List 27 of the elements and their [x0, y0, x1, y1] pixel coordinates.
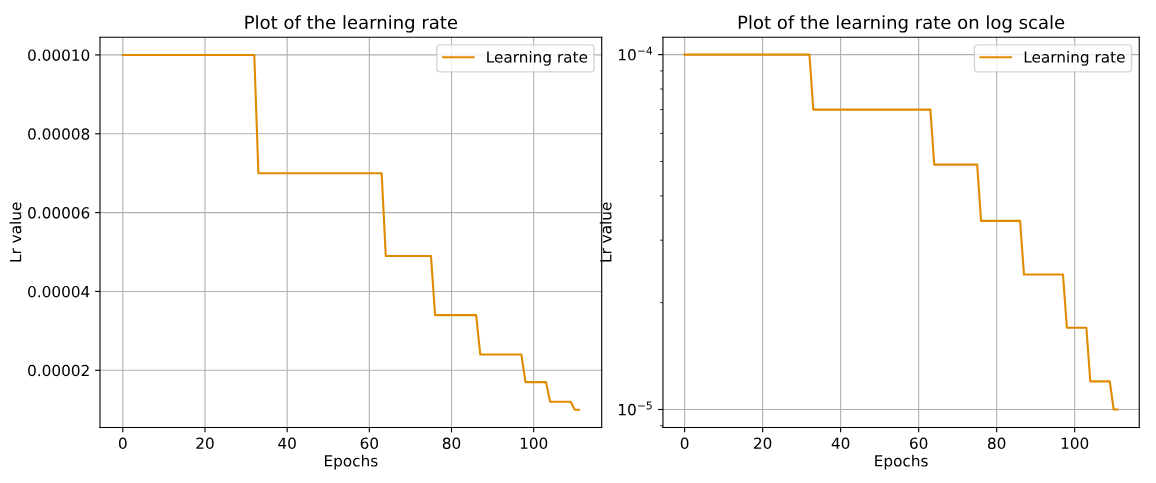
chart-title: Plot of the learning rate	[245, 15, 458, 33]
x-tick-label: 60	[360, 437, 379, 449]
x-tick-label: 80	[442, 437, 461, 449]
x-tick-label: 20	[754, 437, 772, 449]
x-tick-label: 40	[278, 437, 296, 449]
x-tick-label: 40	[831, 437, 850, 449]
y-tick-label: 0.00010	[28, 49, 90, 61]
legend-label: Learning rate	[1024, 50, 1125, 66]
y-tick-label: 10$^{−4}$	[619, 46, 653, 61]
y-axis-title: Lr value	[599, 202, 612, 262]
legend-label: Learning rate	[487, 50, 588, 66]
chart-title: Plot of the learning rate on log scale	[738, 15, 1065, 33]
x-axis-title: Epochs	[875, 454, 928, 470]
x-tick-label: 60	[910, 437, 928, 449]
x-tick-label: 100	[1061, 437, 1089, 449]
y-tick-label: 0.00004	[28, 285, 90, 298]
x-tick-label: 100	[520, 437, 548, 449]
y-tick-label: 0.00008	[28, 128, 90, 140]
x-tick-label: 80	[987, 437, 1006, 449]
y-tick-label: 10$^{−5}$	[619, 401, 652, 416]
x-tick-label: 0	[118, 437, 127, 449]
y-axis-title: Lr value	[9, 202, 22, 262]
x-tick-label: 20	[196, 437, 214, 449]
y-tick-label: 0.00006	[28, 207, 90, 219]
x-axis-title: Epochs	[324, 454, 378, 470]
y-tick-label: 0.00002	[28, 364, 89, 377]
x-tick-label: 0	[680, 437, 689, 449]
